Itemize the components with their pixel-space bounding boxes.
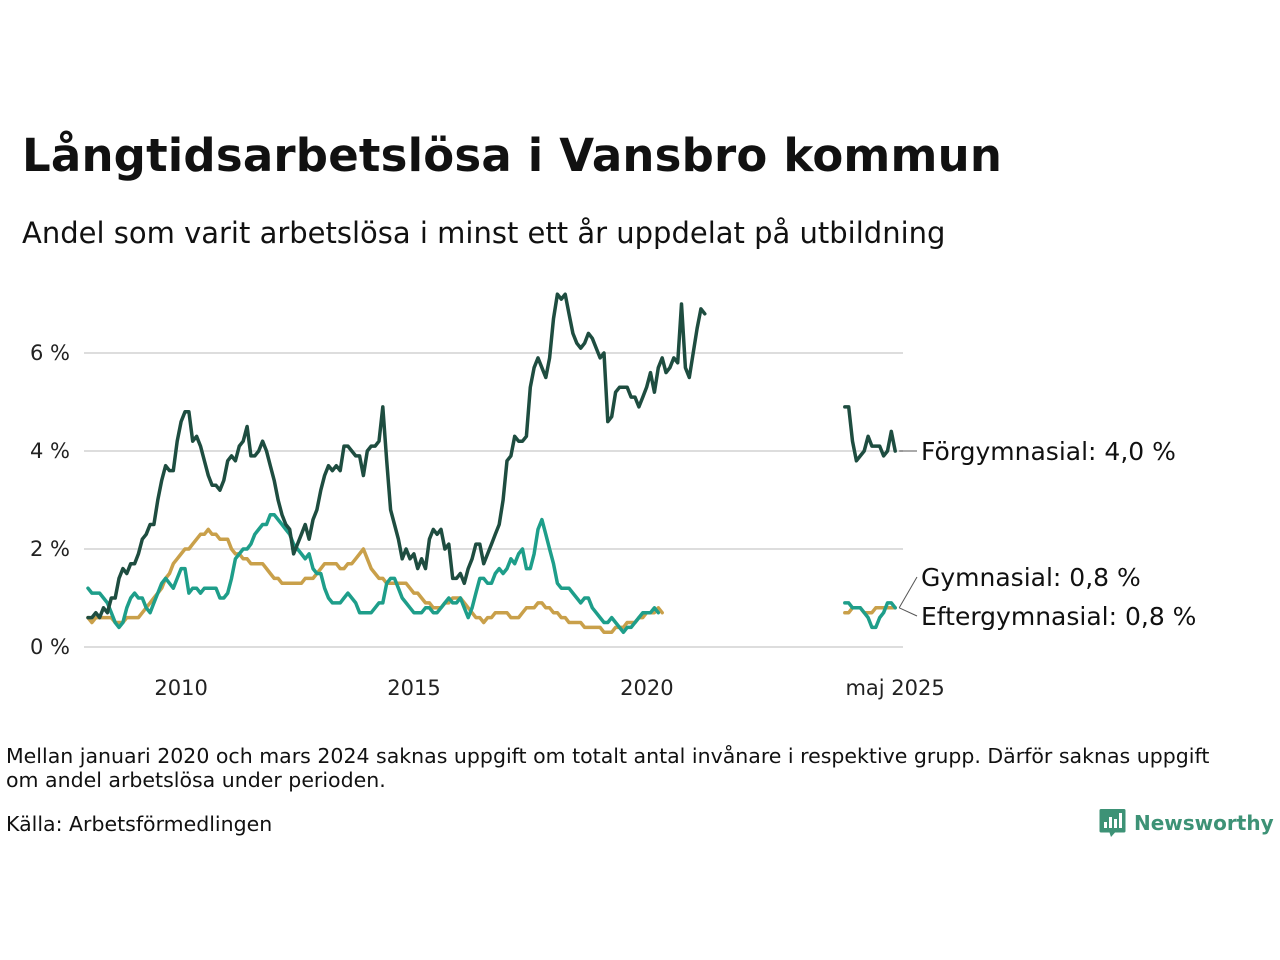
y-tick-label: 6 % — [30, 341, 70, 365]
series-line-gymnasial — [843, 601, 897, 630]
x-tick-label: 2020 — [620, 676, 673, 700]
chart-subtitle: Andel som varit arbetslösa i minst ett å… — [22, 216, 946, 250]
x-tick-label: 2015 — [387, 676, 440, 700]
y-axis-ticks: 0 % 2 % 4 % 6 % — [30, 341, 70, 659]
newsworthy-logo: Newsworthy — [1099, 808, 1274, 838]
end-label-förgymnasial: Förgymnasial: 4,0 % — [921, 437, 1176, 466]
line-chart: 0 % 2 % 4 % 6 % 2010 2015 2020 maj 2025 Förgym… — [30, 292, 1196, 700]
y-tick-label: 4 % — [30, 439, 70, 463]
series-line-gymnasial — [86, 512, 661, 635]
brand-name: Newsworthy — [1134, 811, 1274, 835]
series-lines — [86, 292, 897, 635]
end-label-gymnasial: Gymnasial: 0,8 % — [921, 563, 1141, 592]
label-leader-line — [899, 607, 918, 617]
series-line-förgymnasial — [843, 405, 897, 463]
end-labels: Förgymnasial: 4,0 % Gymnasial: 0,8 % Efter… — [898, 437, 1196, 631]
end-label-eftergymnasial: Eftergymnasial: 0,8 % — [921, 602, 1196, 631]
bar-chart-icon — [1099, 809, 1126, 837]
y-tick-label: 2 % — [30, 537, 70, 561]
source-text: Källa: Arbetsförmedlingen — [6, 812, 273, 836]
x-tick-label: maj 2025 — [845, 676, 944, 700]
x-axis-ticks: 2010 2015 2020 maj 2025 — [154, 676, 944, 700]
x-tick-label: 2010 — [154, 676, 207, 700]
footnote: Mellan januari 2020 och mars 2024 saknas… — [6, 744, 1210, 793]
y-tick-label: 0 % — [30, 635, 70, 659]
series-line-förgymnasial — [86, 292, 707, 620]
grid-lines — [84, 352, 903, 648]
label-leader-line — [898, 576, 918, 609]
chart-title: Långtidsarbetslösa i Vansbro kommun — [22, 129, 1003, 182]
series-line-eftergymnasial — [86, 527, 664, 635]
